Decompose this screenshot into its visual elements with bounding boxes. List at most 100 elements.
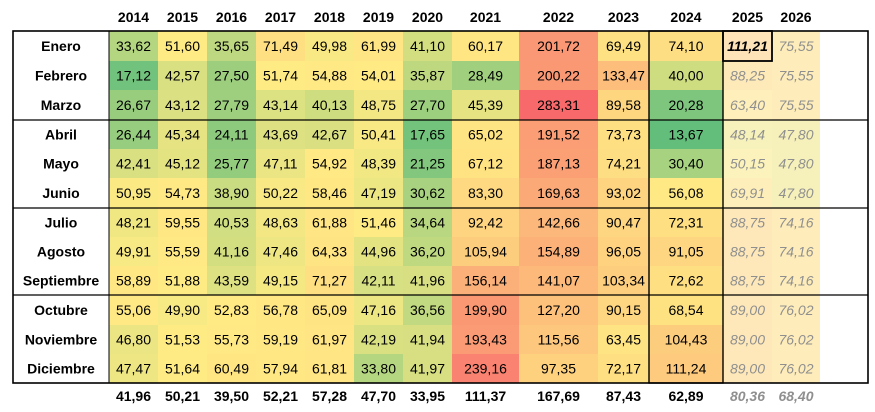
value-cell <box>772 295 820 325</box>
value-cell <box>158 325 207 354</box>
value-cell <box>158 354 207 383</box>
value-cell <box>723 120 772 149</box>
year-header: 2026 <box>780 9 811 25</box>
average-value: 41,96 <box>116 388 151 404</box>
value-cell <box>354 61 403 90</box>
value-cell <box>723 208 772 237</box>
cell-value: 36,56 <box>410 302 445 318</box>
value-cell <box>109 90 158 120</box>
average-value: 33,95 <box>410 388 445 404</box>
value-cell <box>452 178 519 208</box>
cell-value: 54,88 <box>312 68 347 84</box>
cell-value: 104,43 <box>665 332 708 348</box>
cell-value: 58,89 <box>116 273 151 289</box>
cell-value: 56,08 <box>668 185 703 201</box>
value-cell <box>256 61 305 90</box>
year-2024-frame <box>648 30 724 384</box>
value-cell <box>403 31 452 61</box>
value-cell <box>403 90 452 120</box>
value-cell <box>403 208 452 237</box>
cell-value: 47,80 <box>778 156 813 172</box>
cell-value: 26,44 <box>116 127 151 143</box>
value-cell <box>403 295 452 325</box>
year-header: 2014 <box>118 9 149 25</box>
value-cell <box>452 208 519 237</box>
cell-value: 40,13 <box>312 97 347 113</box>
cell-value: 42,11 <box>362 273 396 289</box>
cell-value: 35,87 <box>410 68 445 84</box>
value-cell <box>158 237 207 266</box>
cell-value: 40,53 <box>214 215 249 231</box>
value-cell <box>207 178 256 208</box>
cell-value: 105,94 <box>464 244 507 260</box>
value-cell <box>158 208 207 237</box>
cell-value: 47,16 <box>361 302 396 318</box>
cell-value: 24,11 <box>215 127 249 143</box>
value-cell <box>452 149 519 178</box>
value-cell <box>649 237 723 266</box>
cell-value: 57,94 <box>263 361 298 377</box>
value-cell <box>649 208 723 237</box>
value-cell <box>403 266 452 295</box>
month-label: Diciembre <box>27 361 95 377</box>
cell-value: 187,13 <box>537 156 580 172</box>
cell-value: 30,62 <box>410 185 445 201</box>
value-cell <box>772 149 820 178</box>
value-cell <box>403 325 452 354</box>
value-cell <box>256 325 305 354</box>
cell-value: 89,00 <box>730 332 765 348</box>
cell-value: 111,24 <box>666 361 707 377</box>
month-label: Mayo <box>43 156 79 172</box>
value-cell <box>109 325 158 354</box>
cell-value: 72,17 <box>606 361 641 377</box>
value-cell <box>598 325 649 354</box>
month-label: Febrero <box>35 68 87 84</box>
year-header: 2016 <box>216 9 247 25</box>
value-cell <box>598 61 649 90</box>
cell-value: 47,19 <box>361 185 396 201</box>
cell-value: 89,58 <box>606 97 641 113</box>
cell-value: 133,47 <box>602 68 645 84</box>
value-cell <box>772 354 820 383</box>
cell-value: 61,99 <box>361 38 396 54</box>
cell-value: 76,02 <box>778 332 813 348</box>
cell-value: 72,31 <box>668 215 703 231</box>
value-cell <box>452 325 519 354</box>
value-cell <box>207 354 256 383</box>
cell-value: 96,05 <box>606 244 641 260</box>
value-cell <box>158 178 207 208</box>
cell-value: 191,52 <box>537 127 580 143</box>
table-text: 2014 2015 2016 2017 2018 2019 2020 2021 2022 2023… <box>23 9 814 404</box>
cell-value: 97,35 <box>541 361 576 377</box>
value-cell <box>649 354 723 383</box>
year-header: 2020 <box>412 9 443 25</box>
cell-value: 21,25 <box>410 156 445 172</box>
value-cell <box>403 178 452 208</box>
cell-value: 42,67 <box>312 127 347 143</box>
value-cell <box>158 61 207 90</box>
cell-value: 63,40 <box>730 97 765 113</box>
year-header: 2018 <box>314 9 345 25</box>
cell-value: 59,19 <box>263 332 298 348</box>
value-cell <box>109 178 158 208</box>
cell-value: 41,16 <box>214 244 249 260</box>
cell-value: 50,22 <box>263 185 298 201</box>
year-header: 2017 <box>265 9 296 25</box>
value-cell <box>403 237 452 266</box>
value-cell <box>207 149 256 178</box>
cell-value: 88,75 <box>730 215 765 231</box>
value-cell <box>256 354 305 383</box>
cell-value: 60,49 <box>214 361 249 377</box>
cell-value: 68,54 <box>668 302 703 318</box>
value-cell <box>256 31 305 61</box>
cell-value: 75,55 <box>778 97 813 113</box>
cell-value: 88,25 <box>730 68 765 84</box>
cell-value: 103,34 <box>602 273 645 289</box>
cell-value: 41,97 <box>410 361 445 377</box>
cell-value: 51,88 <box>165 273 200 289</box>
cell-value: 51,53 <box>165 332 200 348</box>
value-cell <box>354 208 403 237</box>
value-cell <box>305 90 354 120</box>
table-borders <box>12 30 869 384</box>
